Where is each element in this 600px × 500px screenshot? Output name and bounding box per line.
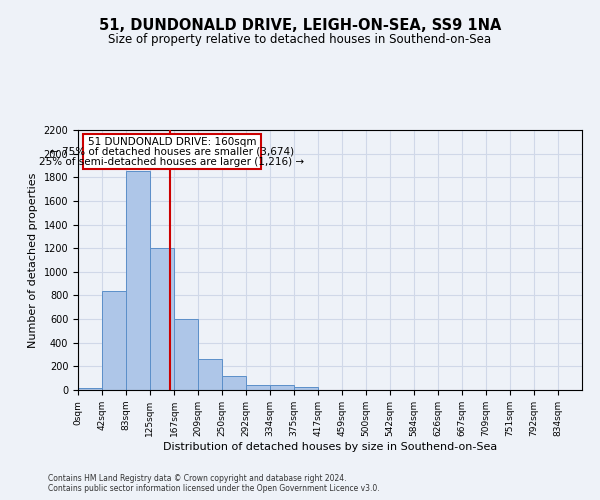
Y-axis label: Number of detached properties: Number of detached properties <box>28 172 38 348</box>
X-axis label: Distribution of detached houses by size in Southend-on-Sea: Distribution of detached houses by size … <box>163 442 497 452</box>
Bar <box>150 248 174 390</box>
Bar <box>102 290 126 390</box>
Text: 51 DUNDONALD DRIVE: 160sqm: 51 DUNDONALD DRIVE: 160sqm <box>88 138 256 147</box>
Text: 51, DUNDONALD DRIVE, LEIGH-ON-SEA, SS9 1NA: 51, DUNDONALD DRIVE, LEIGH-ON-SEA, SS9 1… <box>99 18 501 32</box>
Bar <box>270 386 294 390</box>
Bar <box>174 319 198 390</box>
Text: ← 75% of detached houses are smaller (3,674): ← 75% of detached houses are smaller (3,… <box>50 147 294 157</box>
Text: Size of property relative to detached houses in Southend-on-Sea: Size of property relative to detached ho… <box>109 32 491 46</box>
Bar <box>246 386 270 390</box>
Bar <box>294 387 318 390</box>
FancyBboxPatch shape <box>83 134 261 169</box>
Bar <box>126 172 150 390</box>
Text: Contains public sector information licensed under the Open Government Licence v3: Contains public sector information licen… <box>48 484 380 493</box>
Bar <box>78 388 102 390</box>
Text: Contains HM Land Registry data © Crown copyright and database right 2024.: Contains HM Land Registry data © Crown c… <box>48 474 347 483</box>
Bar <box>198 360 222 390</box>
Bar <box>222 376 246 390</box>
Text: 25% of semi-detached houses are larger (1,216) →: 25% of semi-detached houses are larger (… <box>39 157 304 167</box>
